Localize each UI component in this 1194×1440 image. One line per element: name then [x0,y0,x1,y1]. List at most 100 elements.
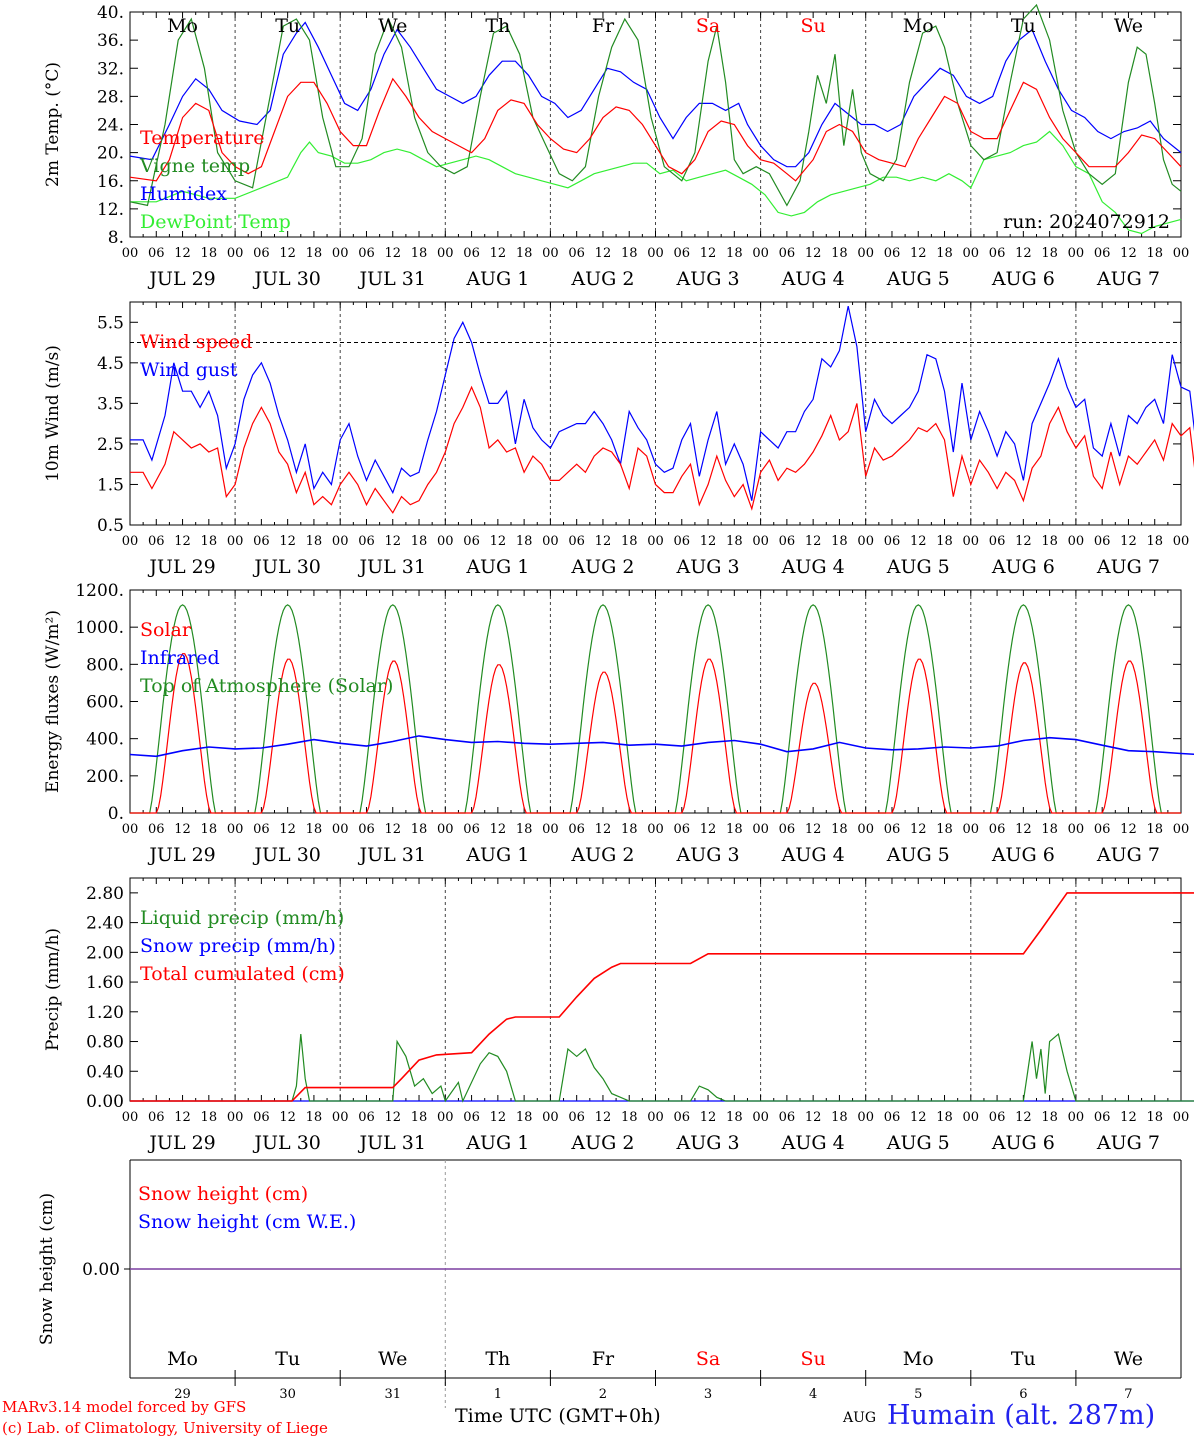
date-label: JUL 31 [358,268,426,290]
hour-tick-label: 06 [463,534,480,549]
y-tick-label: 0.00 [86,1092,124,1112]
date-label: AUG 5 [886,1132,950,1154]
weekday-label: Tu [275,15,300,37]
weekday-label: Tu [1011,15,1036,37]
hour-tick-label: 12 [910,822,927,837]
hour-tick-label: 18 [621,246,638,261]
plot-frame [129,11,1182,238]
date-label: AUG 3 [676,1132,740,1154]
hour-tick-label: 18 [516,1110,533,1125]
weekday-label: Tu [275,1348,300,1370]
hour-tick-label: 18 [201,1110,218,1125]
hour-tick-label: 00 [122,822,139,837]
weekday-label: Th [485,15,510,37]
date-label: AUG 4 [781,556,845,578]
hour-tick-label: 00 [1173,246,1190,261]
hour-tick-label: 12 [174,246,191,261]
hour-tick-label: 18 [831,822,848,837]
hour-tick-label: 00 [542,534,559,549]
y-axis-label: Precip (mm/h) [43,928,63,1051]
series-line [130,130,1182,235]
date-label: AUG 1 [465,1132,529,1154]
legend-entry: Snow precip (mm/h) [140,935,336,957]
hour-tick-label: 06 [568,822,585,837]
y-tick-label: 40. [97,3,124,23]
legend-entry: Solar [140,619,192,641]
hour-tick-label: 06 [358,246,375,261]
hour-tick-label: 00 [332,1110,349,1125]
series-line [130,892,1194,1102]
y-tick-label: 0.00 [82,1260,120,1280]
hour-tick-label: 18 [411,1110,428,1125]
day-number-label: 2 [599,1387,607,1402]
hour-tick-label: 06 [779,1110,796,1125]
hour-tick-label: 06 [674,246,691,261]
hour-tick-label: 18 [726,1110,743,1125]
y-tick-label: 2.00 [86,943,124,963]
hour-tick-label: 00 [1068,246,1085,261]
hour-tick-label: 18 [516,246,533,261]
weekday-label: Mo [167,1348,198,1370]
station-name: Humain (alt. 287m) [887,1400,1156,1431]
y-tick-label: 1200. [75,581,124,601]
day-number-label: 3 [704,1387,712,1402]
hour-tick-label: 06 [989,534,1006,549]
y-tick-label: 800. [86,655,124,675]
hour-tick-label: 06 [779,534,796,549]
date-label: AUG 6 [991,844,1055,866]
y-tick-label: 24. [97,116,124,136]
legend-entry: Vigne temp [139,155,250,177]
hour-tick-label: 12 [1120,246,1137,261]
plot-frame [129,589,1182,814]
hour-tick-label: 00 [437,822,454,837]
hour-tick-label: 00 [437,1110,454,1125]
y-tick-label: 28. [97,87,124,107]
hour-tick-label: 06 [989,246,1006,261]
y-tick-label: 3.5 [97,394,124,414]
hour-tick-label: 06 [674,822,691,837]
weekday-label: Su [801,1348,826,1370]
date-label: JUL 30 [252,844,320,866]
hour-tick-label: 06 [148,246,165,261]
y-tick-label: 1.20 [86,1003,124,1023]
hour-tick-label: 06 [779,246,796,261]
y-tick-label: 600. [86,693,124,713]
run-annotation: run: 2024072912 [1003,211,1170,233]
date-label: AUG 5 [886,268,950,290]
hour-tick-label: 06 [463,246,480,261]
hour-tick-label: 06 [884,822,901,837]
weekday-label: Th [485,1348,510,1370]
hour-tick-label: 06 [989,822,1006,837]
date-label: JUL 31 [358,556,426,578]
y-tick-label: 1000. [75,618,124,638]
date-label: AUG 3 [676,556,740,578]
hour-tick-label: 12 [700,246,717,261]
hour-tick-label: 00 [1068,1110,1085,1125]
hour-tick-label: 12 [279,822,296,837]
date-label: AUG 7 [1096,1132,1160,1154]
hour-tick-label: 00 [437,246,454,261]
date-label: JUL 30 [252,556,320,578]
hour-tick-label: 06 [148,534,165,549]
y-axis-label: Snow height (cm) [37,1193,57,1345]
y-tick-label: 0.5 [97,516,124,536]
hour-tick-label: 00 [1173,822,1190,837]
hour-tick-label: 06 [358,822,375,837]
hour-tick-label: 18 [831,1110,848,1125]
hour-tick-label: 12 [700,1110,717,1125]
hour-tick-label: 18 [1146,534,1163,549]
hour-tick-label: 00 [1173,534,1190,549]
hour-tick-label: 18 [306,822,323,837]
hour-tick-label: 12 [279,534,296,549]
weekday-label: Sa [696,1348,720,1370]
y-tick-label: 0.40 [86,1062,124,1082]
weekday-label: We [378,15,407,37]
hour-tick-label: 18 [726,246,743,261]
month-label: AUG [843,1410,877,1426]
y-tick-label: 32. [97,59,124,79]
y-tick-label: 4.5 [97,354,124,374]
hour-tick-label: 12 [1120,534,1137,549]
hour-tick-label: 00 [227,1110,244,1125]
y-tick-label: 12. [97,200,124,220]
